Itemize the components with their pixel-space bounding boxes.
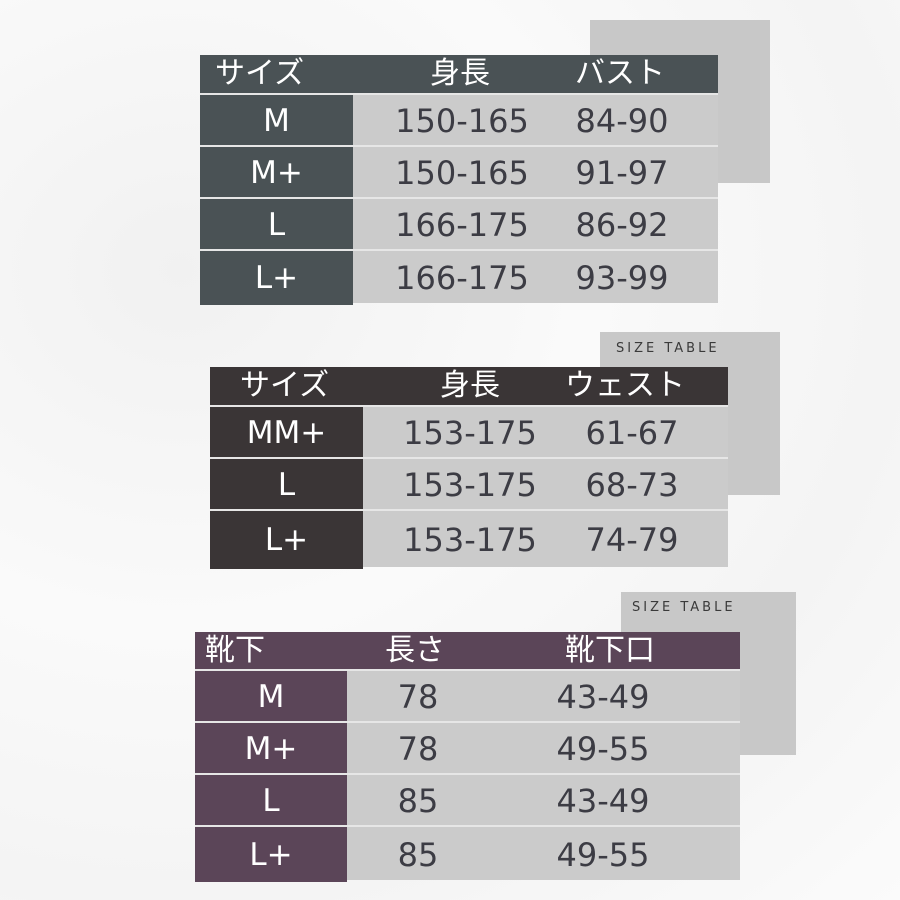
- value-cell: 153-175: [403, 521, 537, 559]
- size-cell: L: [210, 459, 363, 511]
- table-row: L+ 85 49-55: [195, 825, 740, 882]
- table-row: L+ 166-175 93-99: [200, 249, 718, 305]
- table-row: L 153-175 68-73: [210, 457, 728, 511]
- size-cell: L+: [195, 827, 347, 882]
- size-cell: L+: [210, 511, 363, 569]
- header-cell: 身長: [440, 368, 500, 403]
- header-cell: ウェスト: [565, 368, 685, 403]
- table-row: M 78 43-49: [195, 669, 740, 723]
- header-cell: サイズ: [240, 368, 330, 403]
- table-row: M 150-165 84-90: [200, 93, 718, 147]
- header-cell: サイズ: [215, 56, 305, 91]
- table-header: 靴下 長さ 靴下口: [195, 632, 740, 669]
- size-cell: MM+: [210, 407, 363, 459]
- value-cell: 166-175: [395, 206, 529, 244]
- header-cell: 靴下口: [565, 633, 655, 668]
- header-cell: 身長: [430, 56, 490, 91]
- header-cell: 靴下: [205, 633, 265, 668]
- value-cell: 68-73: [585, 466, 679, 504]
- table-row: L+ 153-175 74-79: [210, 509, 728, 569]
- size-cell: M+: [195, 723, 347, 775]
- value-cell: 166-175: [395, 259, 529, 297]
- size-cell: L: [195, 775, 347, 827]
- table-row: L 85 43-49: [195, 773, 740, 827]
- table-header: サイズ 身長 バスト: [200, 55, 718, 93]
- size-cell: L: [200, 199, 353, 251]
- value-cell: 84-90: [575, 102, 669, 140]
- value-cell: 153-175: [403, 466, 537, 504]
- value-cell: 150-165: [395, 154, 529, 192]
- header-cell: 長さ: [385, 633, 445, 668]
- size-table: 靴下 長さ 靴下口 M 78 43-49 M+ 78 49-55 L 85 43-49 L+ 85 49-5…: [195, 632, 740, 882]
- value-cell: 61-67: [585, 414, 679, 452]
- value-cell: 43-49: [556, 678, 650, 716]
- size-cell: M: [200, 95, 353, 147]
- table-row: L 166-175 86-92: [200, 197, 718, 251]
- value-cell: 85: [397, 782, 439, 820]
- value-cell: 74-79: [585, 521, 679, 559]
- header-cell: バスト: [575, 56, 665, 91]
- table-header: サイズ 身長 ウェスト: [210, 367, 728, 405]
- value-cell: 49-55: [556, 730, 650, 768]
- value-cell: 153-175: [403, 414, 537, 452]
- size-cell: M: [195, 671, 347, 723]
- value-cell: 91-97: [575, 154, 669, 192]
- value-cell: 78: [397, 730, 439, 768]
- value-cell: 78: [397, 678, 439, 716]
- value-cell: 86-92: [575, 206, 669, 244]
- size-cell: L+: [200, 251, 353, 305]
- value-cell: 93-99: [575, 259, 669, 297]
- table-row: M+ 78 49-55: [195, 721, 740, 775]
- value-cell: 43-49: [556, 782, 650, 820]
- table-row: MM+ 153-175 61-67: [210, 405, 728, 459]
- value-cell: 150-165: [395, 102, 529, 140]
- size-table: サイズ 身長 ウェスト MM+ 153-175 61-67 L 153-175 68-73 L+ 1…: [210, 367, 728, 569]
- value-cell: 49-55: [556, 835, 650, 874]
- size-table: サイズ 身長 バスト M 150-165 84-90 M+ 150-165 91-97 L 166-…: [200, 55, 718, 305]
- size-table-label: SIZE TABLE: [616, 341, 720, 356]
- size-cell: M+: [200, 147, 353, 199]
- value-cell: 85: [397, 835, 439, 874]
- table-row: M+ 150-165 91-97: [200, 145, 718, 199]
- size-table-label: SIZE TABLE: [632, 600, 736, 615]
